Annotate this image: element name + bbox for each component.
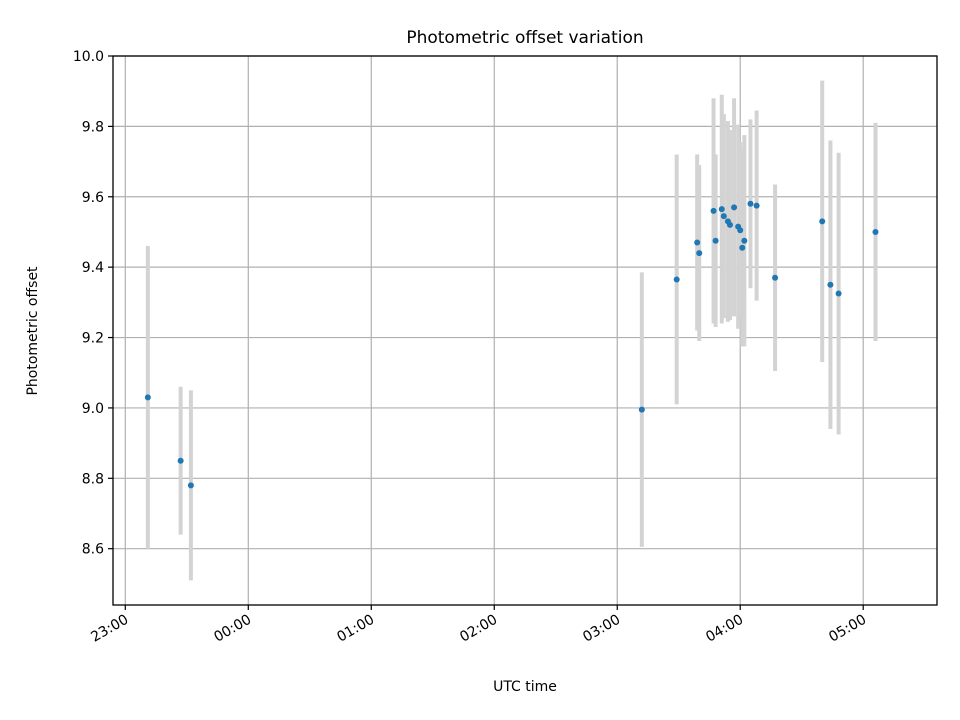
data-point: [710, 207, 717, 214]
y-axis-title: Photometric offset: [25, 266, 41, 396]
data-point: [694, 239, 701, 246]
plot-frame: [112, 55, 938, 606]
data-point: [739, 244, 746, 251]
data-point: [819, 218, 826, 225]
y-axis-ticks: 8.6 8.8 9.0 9.2 9.4 9.6 9.8 10.0: [73, 49, 113, 558]
data-point: [747, 200, 754, 207]
y-tick-label: 9.0: [82, 401, 104, 417]
y-tick-label: 9.2: [82, 331, 104, 347]
data-point: [177, 457, 184, 464]
y-tick-label: 9.4: [82, 260, 104, 276]
data-point: [753, 202, 760, 209]
y-tick-label: 8.6: [82, 542, 104, 558]
data-points: [144, 200, 879, 489]
data-point: [731, 204, 738, 211]
x-axis-title: UTC time: [493, 679, 557, 695]
data-point: [772, 274, 779, 281]
data-point: [638, 406, 645, 413]
data-point: [737, 227, 744, 234]
data-point: [712, 237, 719, 244]
data-point: [872, 228, 879, 235]
data-point: [144, 394, 151, 401]
data-point: [835, 290, 842, 297]
data-point: [673, 276, 680, 283]
y-tick-label: 9.8: [82, 119, 104, 135]
y-tick-label: 8.8: [82, 471, 104, 487]
chart-title: Photometric offset variation: [406, 28, 643, 48]
data-point: [696, 250, 703, 257]
data-point: [726, 221, 733, 228]
data-point: [827, 281, 834, 288]
data-point: [718, 206, 725, 213]
y-tick-label: 10.0: [73, 49, 104, 65]
data-point: [741, 237, 748, 244]
y-tick-label: 9.6: [82, 190, 104, 206]
data-point: [187, 482, 194, 489]
data-point: [720, 213, 727, 220]
